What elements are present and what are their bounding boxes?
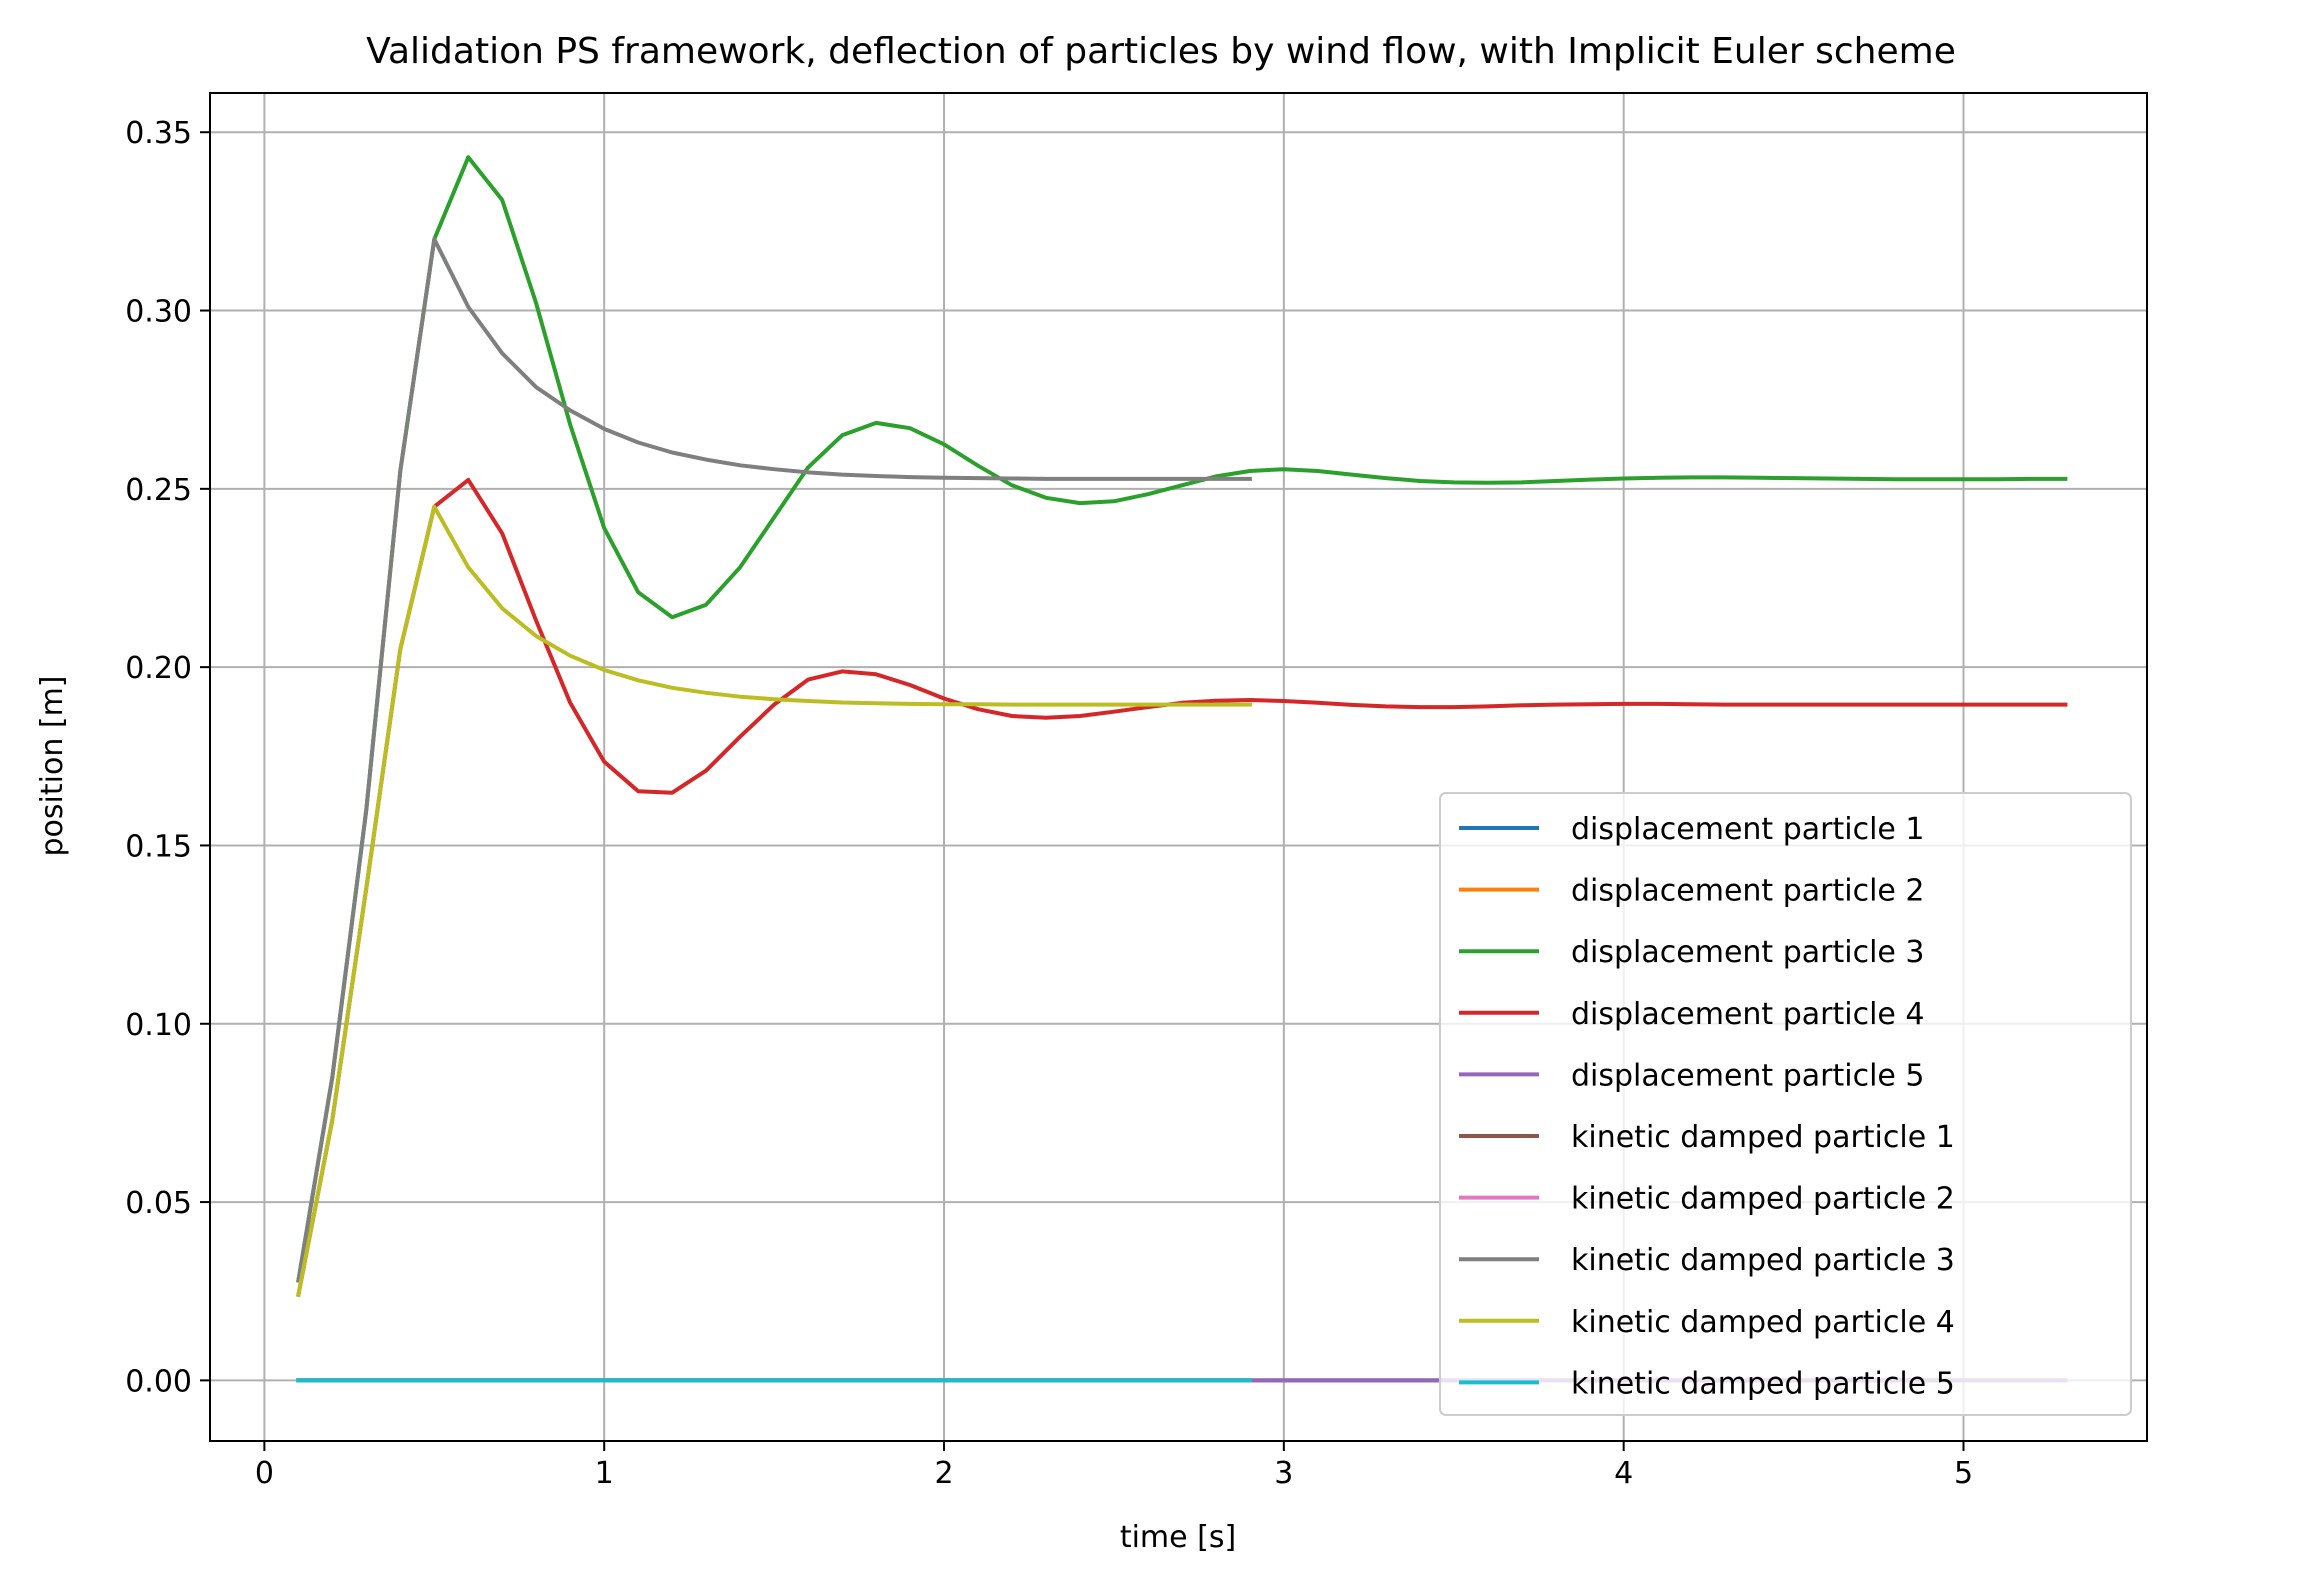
series-line-9 xyxy=(296,504,1252,1298)
y-tick-label: 0.25 xyxy=(125,473,192,508)
axis-ticks: 0 1 2 3 4 5 0.00 0.05 0.10 0.15 0.20 0.25 0.30 0.35 xyxy=(125,116,1973,1491)
legend-label: displacement particle 1 xyxy=(1571,812,1924,847)
legend-box xyxy=(1439,792,2132,1416)
legend-label: displacement particle 5 xyxy=(1571,1058,1924,1093)
y-axis-label: position [m] xyxy=(35,676,70,857)
legend-label: displacement particle 4 xyxy=(1571,997,1924,1032)
x-tick-label: 5 xyxy=(1954,1456,1973,1491)
legend-label: displacement particle 3 xyxy=(1571,935,1924,970)
series-line-8 xyxy=(296,237,1252,1283)
series-line-3 xyxy=(296,155,2068,1283)
y-tick-label: 0.15 xyxy=(125,829,192,864)
y-tick-label: 0.20 xyxy=(125,651,192,686)
y-tick-label: 0.35 xyxy=(125,116,192,151)
x-tick-label: 4 xyxy=(1614,1456,1633,1491)
plot-frame xyxy=(209,92,2148,1442)
chart-title: Validation PS framework, deflection of p… xyxy=(366,31,1956,72)
legend-label: kinetic damped particle 1 xyxy=(1571,1120,1955,1155)
legend-label: kinetic damped particle 2 xyxy=(1571,1182,1955,1217)
y-tick-label: 0.00 xyxy=(125,1364,192,1399)
y-tick-label: 0.05 xyxy=(125,1186,192,1221)
y-tick-label: 0.10 xyxy=(125,1008,192,1043)
x-tick-label: 0 xyxy=(255,1456,274,1491)
x-axis-label: time [s] xyxy=(1120,1520,1236,1555)
legend-label: kinetic damped particle 3 xyxy=(1571,1243,1955,1278)
legend-label: kinetic damped particle 4 xyxy=(1571,1305,1955,1340)
x-tick-label: 1 xyxy=(595,1456,614,1491)
legend-label: displacement particle 2 xyxy=(1571,874,1924,909)
legend-label: kinetic damped particle 5 xyxy=(1571,1366,1955,1401)
legend: displacement particle 1 displacement part… xyxy=(1439,792,2132,1416)
x-tick-label: 2 xyxy=(934,1456,953,1491)
x-tick-label: 3 xyxy=(1274,1456,1293,1491)
y-tick-label: 0.30 xyxy=(125,295,192,330)
